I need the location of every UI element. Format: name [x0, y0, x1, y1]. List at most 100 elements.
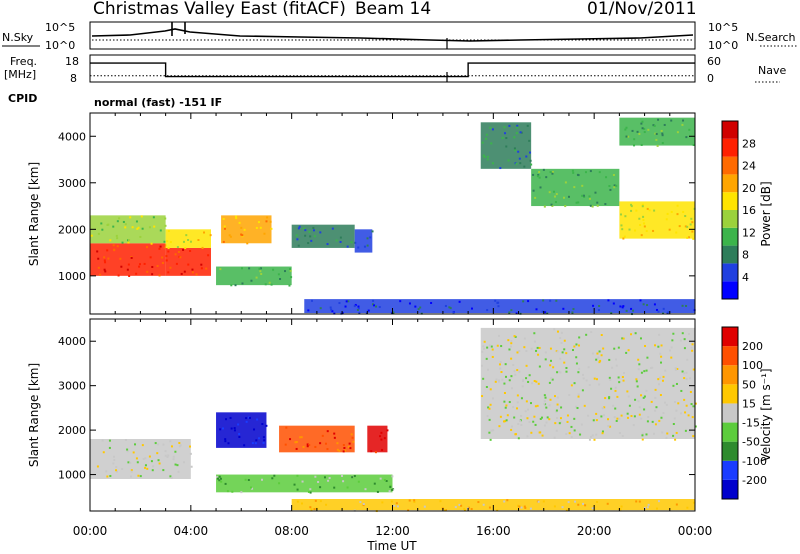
power-pixel [241, 234, 244, 237]
power-pixel [682, 211, 685, 214]
power-pixel [691, 230, 694, 233]
power-pixel [207, 254, 210, 257]
power-pixel [681, 123, 684, 126]
noise-tick-left-high: 10^5 [45, 21, 75, 34]
power-pixel [288, 284, 291, 287]
velocity-pixel [188, 445, 191, 448]
velocity-pixel [488, 418, 491, 421]
velocity-pixel [670, 356, 673, 359]
velocity-pixel [526, 417, 529, 420]
velocity-pixel [686, 506, 689, 509]
velocity-colorbar-label: Velocity [m s⁻¹] [759, 368, 773, 461]
velocity-pixel [661, 379, 664, 382]
velocity-pixel [499, 367, 502, 370]
power-pixel [313, 235, 316, 238]
velocity-pixel [652, 432, 655, 435]
power-pixel [234, 284, 237, 287]
power-pixel [345, 300, 348, 303]
power-pixel [90, 234, 93, 237]
figure-title: Christmas Valley East (fitACF) [93, 0, 346, 19]
power-pixel [129, 216, 132, 219]
power-pixel [657, 118, 660, 121]
velocity-pixel [655, 406, 658, 409]
power-pixel [138, 263, 141, 266]
velocity-pixel [555, 429, 558, 432]
power-pixel [643, 127, 646, 130]
power-pixel [625, 135, 628, 138]
power-pixel [613, 184, 616, 187]
velocity-pixel [638, 413, 641, 416]
velocity-ytick-label: 1000 [58, 469, 86, 482]
power-pixel [594, 191, 597, 194]
velocity-pixel [391, 475, 394, 478]
velocity-pixel [595, 412, 598, 415]
velocity-pixel [687, 332, 690, 335]
velocity-pixel [521, 385, 524, 388]
velocity-pixel [613, 347, 616, 350]
power-pixel [279, 278, 282, 281]
velocity-pixel [626, 390, 629, 393]
velocity-pixel [319, 500, 322, 503]
power-pixel [222, 240, 225, 243]
power-pixel [522, 300, 525, 303]
velocity-pixel [579, 433, 582, 436]
power-pixel [330, 308, 333, 311]
velocity-pixel [497, 379, 500, 382]
velocity-pixel [634, 398, 637, 401]
velocity-pixel [231, 490, 234, 493]
velocity-pixel [508, 379, 511, 382]
power-pixel [371, 303, 374, 306]
freq-unit-label: [MHz] [4, 68, 36, 81]
velocity-pixel [458, 503, 461, 506]
velocity-pixel [513, 335, 516, 338]
velocity-pixel [641, 438, 644, 441]
velocity-pixel [224, 440, 227, 443]
velocity-pixel [643, 395, 646, 398]
power-pixel [665, 218, 668, 221]
velocity-pixel [608, 358, 611, 361]
velocity-pixel [577, 503, 580, 506]
velocity-pixel [637, 368, 640, 371]
power-pixel [223, 227, 226, 230]
velocity-pixel [482, 503, 485, 506]
power-pixel [289, 269, 292, 272]
freq-label: Freq. [10, 55, 37, 68]
power-pixel [636, 130, 639, 133]
velocity-pixel [663, 401, 666, 404]
power-pixel [103, 268, 106, 271]
velocity-pixel [108, 439, 111, 442]
velocity-pixel [245, 420, 248, 423]
velocity-pixel [595, 433, 598, 436]
velocity-pixel [528, 374, 531, 377]
velocity-pixel [536, 404, 539, 407]
power-pixel [177, 250, 180, 253]
power-pixel [152, 216, 155, 219]
velocity-pixel [483, 340, 486, 343]
velocity-pixel [551, 378, 554, 381]
velocity-pixel [636, 385, 639, 388]
velocity-pixel [612, 404, 615, 407]
power-colorbar-swatch [722, 138, 738, 157]
power-pixel [567, 195, 570, 198]
velocity-pixel [488, 506, 491, 509]
velocity-pixel [532, 420, 535, 423]
velocity-pixel [178, 445, 181, 448]
power-pixel [692, 144, 695, 147]
velocity-pixel [504, 406, 507, 409]
power-pixel [653, 209, 656, 212]
power-pixel [655, 132, 658, 135]
velocity-pixel [541, 434, 544, 437]
velocity-pixel [659, 376, 662, 379]
velocity-colorbar-tick: -200 [742, 474, 767, 487]
power-pixel [529, 159, 532, 162]
power-pixel [187, 263, 190, 266]
power-pixel [230, 284, 233, 287]
velocity-pixel [540, 416, 543, 419]
power-pixel [532, 173, 535, 176]
power-pixel [577, 201, 580, 204]
velocity-pixel [486, 346, 489, 349]
velocity-pixel [657, 378, 660, 381]
power-pixel [485, 133, 488, 136]
power-pixel [259, 267, 262, 270]
power-pixel [541, 310, 544, 313]
